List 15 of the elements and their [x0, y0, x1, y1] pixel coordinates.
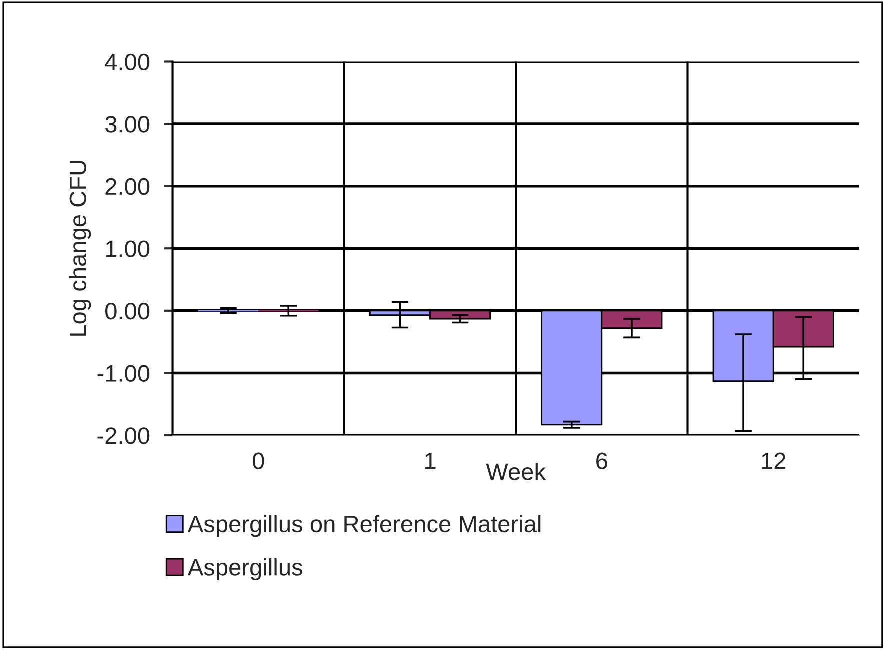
x-tick-label: 6: [596, 452, 608, 470]
y-tick-label: 0.00: [106, 302, 150, 320]
y-tick-label: -1.00: [98, 365, 150, 382]
y-tick-label: 3.00: [106, 116, 150, 133]
x-axis-title: Week: [486, 463, 546, 480]
legend-label: Aspergillus on Reference Material: [188, 515, 541, 538]
x-tick-label: 12: [762, 452, 786, 470]
legend-label: Aspergillus: [188, 558, 302, 581]
x-tick-label: 0: [252, 452, 264, 470]
y-tick-label: -2.00: [98, 428, 150, 444]
y-tick-label: 1.00: [106, 240, 150, 258]
y-axis-title: Log change CFU: [69, 161, 92, 336]
y-tick-label: 2.00: [106, 178, 150, 196]
y-tick-label: 4.00: [105, 54, 150, 71]
x-tick-label: 1: [426, 453, 436, 470]
